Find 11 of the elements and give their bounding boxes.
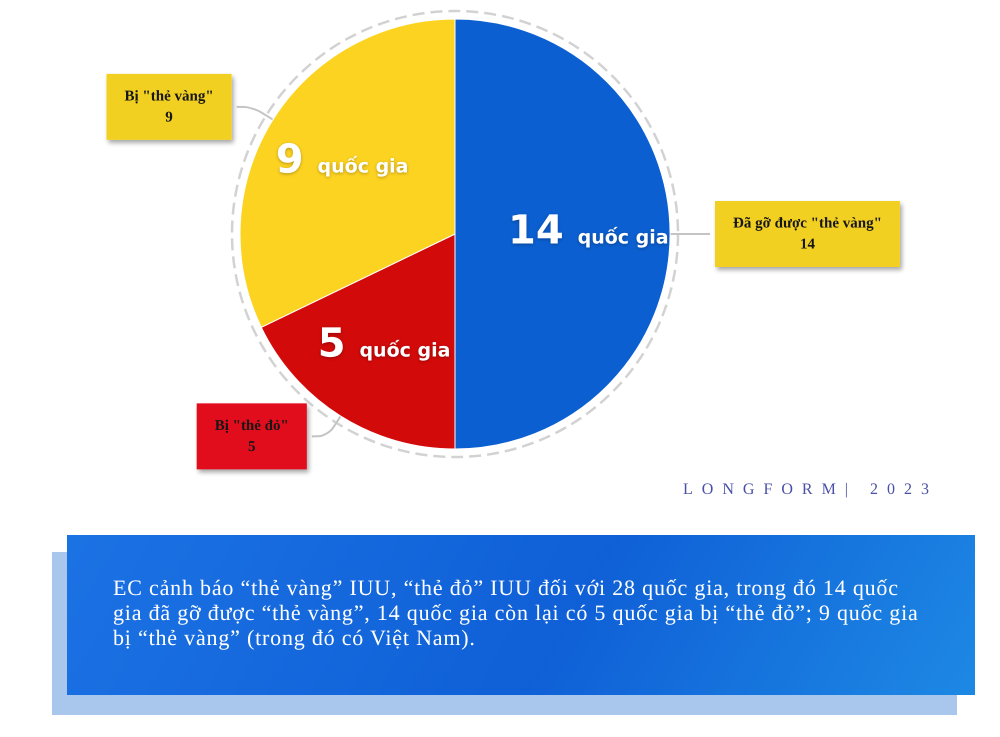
- data-label: 5: [248, 438, 256, 455]
- data-label: 14: [800, 236, 816, 252]
- data-label: 9: [165, 109, 173, 126]
- text: EC cảnh báo “thẻ vàng” IUU, “thẻ đỏ” IUU đối với 28 quốc gia, trong đó 14 quốc gia đã gỡ được “thẻ vàng”, 14 quốc gia còn lại có 5 quốc gia bị “thẻ đỏ”; 9 quốc gia bị “thẻ vàng” (trong đó có Việt Nam).: [113, 575, 920, 650]
- slice-label: Bị "thẻ đỏ": [214, 418, 289, 434]
- text: LONGFORM| 2023: [683, 480, 938, 500]
- slice-label: Đã gỡ được "thẻ vàng": [732, 216, 882, 232]
- text: 14 quốc gia: [508, 208, 669, 254]
- slice-label: Bị "thẻ vàng": [124, 88, 214, 104]
- text: 9 quốc gia: [276, 136, 409, 183]
- text: 5 quốc gia: [318, 320, 450, 366]
